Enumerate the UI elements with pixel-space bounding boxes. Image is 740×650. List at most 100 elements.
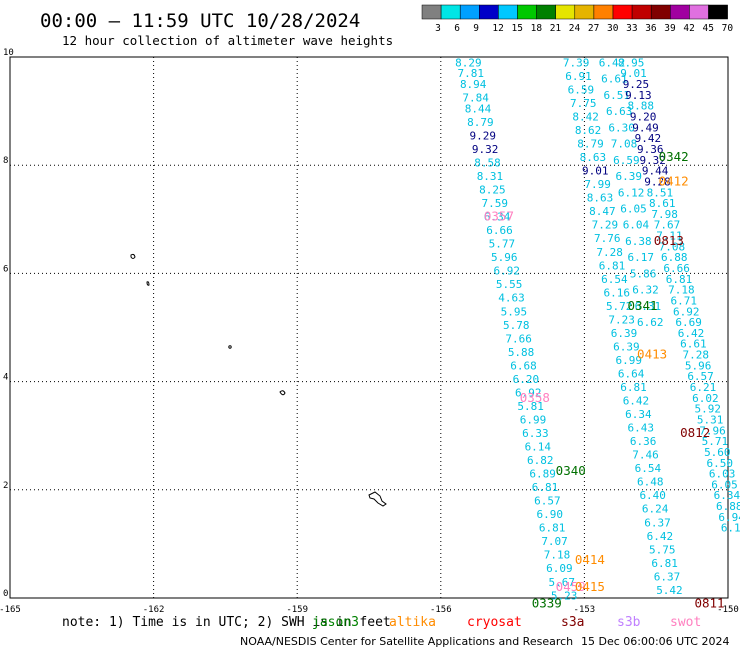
pass-time: 0459 <box>556 579 586 594</box>
swh-value: 6.54 <box>635 462 662 475</box>
swh-value: 6.57 <box>687 370 714 383</box>
swh-value: 6.92 <box>515 386 542 399</box>
colorbar-label: 3 <box>435 23 441 34</box>
coastline-islands <box>130 253 387 507</box>
swh-value: 9.49 <box>632 121 659 134</box>
swh-value: 8.63 <box>587 192 614 205</box>
swh-value: 6.17 <box>627 251 654 264</box>
pass-time: 0813 <box>654 233 684 248</box>
colorbar-label: 9 <box>473 23 479 34</box>
satellite-cryosat: cryosat <box>467 615 522 630</box>
swh-value: 5.81 <box>517 400 544 413</box>
footer-credit: NOAA/NESDIS Center for Satellite Applica… <box>240 635 573 648</box>
swh-value: 9.28 <box>644 175 671 188</box>
swh-value: 9.36 <box>637 143 664 156</box>
x-tick-label: -156 <box>430 605 452 615</box>
satellite-s3b: s3b <box>617 615 641 630</box>
swh-value: 7.29 <box>592 219 619 232</box>
colorbar-label: 33 <box>626 23 637 34</box>
swh-value: 5.72 <box>606 300 633 313</box>
swh-value: 8.31 <box>477 170 504 183</box>
swh-value: 9.42 <box>635 132 662 145</box>
swh-value: 7.39 <box>563 56 590 69</box>
swh-value: 9.01 <box>620 67 647 80</box>
swh-value: 6.81 <box>651 557 678 570</box>
swh-value: 7.96 <box>699 424 726 437</box>
swh-value: 7.66 <box>505 332 532 345</box>
pass-time: 0415 <box>575 579 605 594</box>
swh-value: 6.31 <box>635 300 662 313</box>
swh-value: 7.75 <box>570 97 597 110</box>
swh-value: 5.67 <box>549 576 576 589</box>
swh-value: 6.61 <box>601 73 628 86</box>
colorbar-swatch <box>670 4 690 20</box>
swh-value: 6.66 <box>663 262 690 275</box>
swh-value: 6.63 <box>606 105 633 118</box>
swh-value: 6.88 <box>716 500 740 513</box>
swh-value: 7.23 <box>608 313 635 326</box>
x-tick-label: -162 <box>143 605 165 615</box>
colorbar-swatch <box>517 4 537 20</box>
swh-value: 6.16 <box>604 286 631 299</box>
colorbar-label: 42 <box>683 23 694 34</box>
swh-value: 6.51 <box>604 89 631 102</box>
swh-value: 6.94 <box>718 511 740 524</box>
colorbar-swatch <box>650 4 671 20</box>
swh-value: 7.46 <box>632 449 659 462</box>
colorbar-swatch <box>574 4 595 20</box>
colorbar-swatch <box>689 4 709 20</box>
footer-timestamp: 15 Dec 06:00:06 UTC 2024 <box>581 635 729 648</box>
swh-value: 7.76 <box>594 232 621 245</box>
swh-value: 5.60 <box>704 446 731 459</box>
swh-value: 6.81 <box>620 381 647 394</box>
y-tick-label: 6 <box>3 264 8 274</box>
colorbar-label: 36 <box>645 23 657 34</box>
swh-value: 5.88 <box>508 346 535 359</box>
swh-value: 6.39 <box>616 170 643 183</box>
swh-value: 7.84 <box>462 92 489 105</box>
colorbar-label: 27 <box>588 23 599 34</box>
swh-value: 6.24 <box>642 503 669 516</box>
swh-value: 9.25 <box>623 78 650 91</box>
y-tick-label: 0 <box>3 589 8 599</box>
x-tick-label: -165 <box>0 605 21 615</box>
swh-value: 7.18 <box>668 284 695 297</box>
pass-time: 0413 <box>637 347 667 362</box>
swh-value: 6.39 <box>611 327 638 340</box>
colorbar-label: 24 <box>569 23 581 34</box>
swh-value: 6.09 <box>546 562 573 575</box>
swh-value: 6.21 <box>690 381 717 394</box>
swh-value: 8.95 <box>618 56 645 69</box>
swh-value: 6.20 <box>513 373 540 386</box>
colorbar-swatch <box>612 4 633 20</box>
swh-value: 5.75 <box>649 543 676 556</box>
pass-time: 0412 <box>659 173 689 188</box>
swh-value: 6.90 <box>537 508 564 521</box>
x-axis-ticks: -165 -162 -159 -156 -153 -150 <box>0 605 739 615</box>
swh-value: 5.42 <box>656 584 683 597</box>
pass-time: 0341 <box>627 298 657 313</box>
satellite-swot: swot <box>670 615 701 630</box>
swh-value: 6.14 <box>525 441 552 454</box>
pass-time: 0340 <box>556 463 586 478</box>
swh-value: 6.61 <box>680 338 707 351</box>
colorbar-label: 12 <box>492 23 503 34</box>
swh-value: 6.92 <box>673 305 700 318</box>
swh-value: 7.67 <box>654 219 681 232</box>
swh-value: 5.92 <box>694 403 721 416</box>
pass-time: 0339 <box>532 595 562 610</box>
swh-value: 6.36 <box>630 435 657 448</box>
swh-value: 6.99 <box>520 413 547 426</box>
swh-value: 6.42 <box>647 530 674 543</box>
satellite-altika: altika <box>389 615 436 630</box>
pass-time: 0342 <box>659 149 689 164</box>
colorbar-swatch <box>536 4 556 20</box>
swh-value: 6.39 <box>613 340 640 353</box>
swh-value: 6.59 <box>613 154 640 167</box>
colorbar-label: 18 <box>531 23 543 34</box>
swh-value: 7.07 <box>541 535 568 548</box>
swh-value: 6.88 <box>661 251 688 264</box>
swh-value: 6.37 <box>654 570 681 583</box>
swh-value: 8.25 <box>479 184 506 197</box>
swh-value: 5.78 <box>503 319 530 332</box>
